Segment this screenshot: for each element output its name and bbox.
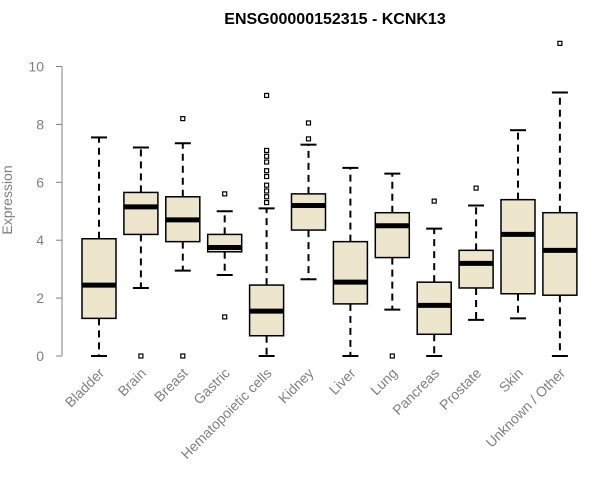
outlier-point [264,168,270,174]
x-tick-label: Bladder [62,365,108,411]
x-tick-label: Lung [367,365,400,398]
outlier-point [557,40,563,46]
box-body [416,281,452,336]
outlier-point [180,116,186,122]
y-tick-label: 8 [36,116,44,132]
box-brain [123,146,159,359]
outlier-point [473,185,479,191]
outlier-point [264,182,270,188]
x-tick-label: Pancreas [389,365,442,418]
y-tick-label: 0 [36,348,44,364]
box-body [458,249,494,289]
box-kidney [290,120,327,281]
outlier-point [264,173,270,180]
outlier-point [264,92,270,99]
box-body [542,211,578,296]
x-tick-label: Unknown / Other [482,365,568,451]
box-body [123,191,159,236]
outlier-point [180,353,186,359]
box-bladder [81,136,117,357]
x-tick-label: Liver [326,365,359,398]
box-body [500,198,536,295]
outlier-point [264,199,270,206]
box-prostate [458,185,494,321]
box-skin [500,129,536,320]
x-tick-label: Skin [496,365,527,396]
outlier-point [264,188,270,194]
outlier-point [264,147,270,154]
y-axis-label: Expression [0,165,15,234]
box-body [290,193,327,231]
outlier-point [305,120,312,126]
outlier-point [264,159,270,165]
box-breast [165,116,201,359]
outlier-point [431,198,437,204]
y-axis: 0 2 4 6 8 10 [28,59,63,364]
y-tick-label: 6 [36,174,44,190]
box-unknown-other [542,40,578,357]
outlier-point [264,194,270,200]
box-body [374,211,411,259]
y-tick-label: 10 [28,59,44,75]
outlier-point [264,153,270,159]
box-hematopoietic-cells [248,92,285,357]
x-tick-label: Prostate [436,365,484,413]
box-body [332,240,369,305]
outlier-point [138,353,144,359]
x-tick-label: Kidney [275,365,317,407]
box-pancreas [416,198,452,357]
y-tick-label: 4 [36,232,44,248]
box-lung [374,172,411,359]
x-tick-label: Breast [151,365,191,405]
plot-area [81,40,578,359]
outlier-point [222,191,228,197]
outlier-point [305,136,312,142]
outlier-point [222,314,228,320]
chart-title: ENSG00000152315 - KCNK13 [224,11,446,28]
outlier-point [389,353,395,359]
x-tick-label: Brain [115,365,149,399]
y-tick-label: 2 [36,290,44,306]
box-gastric [206,191,243,320]
box-liver [332,166,369,357]
box-body [81,238,117,320]
